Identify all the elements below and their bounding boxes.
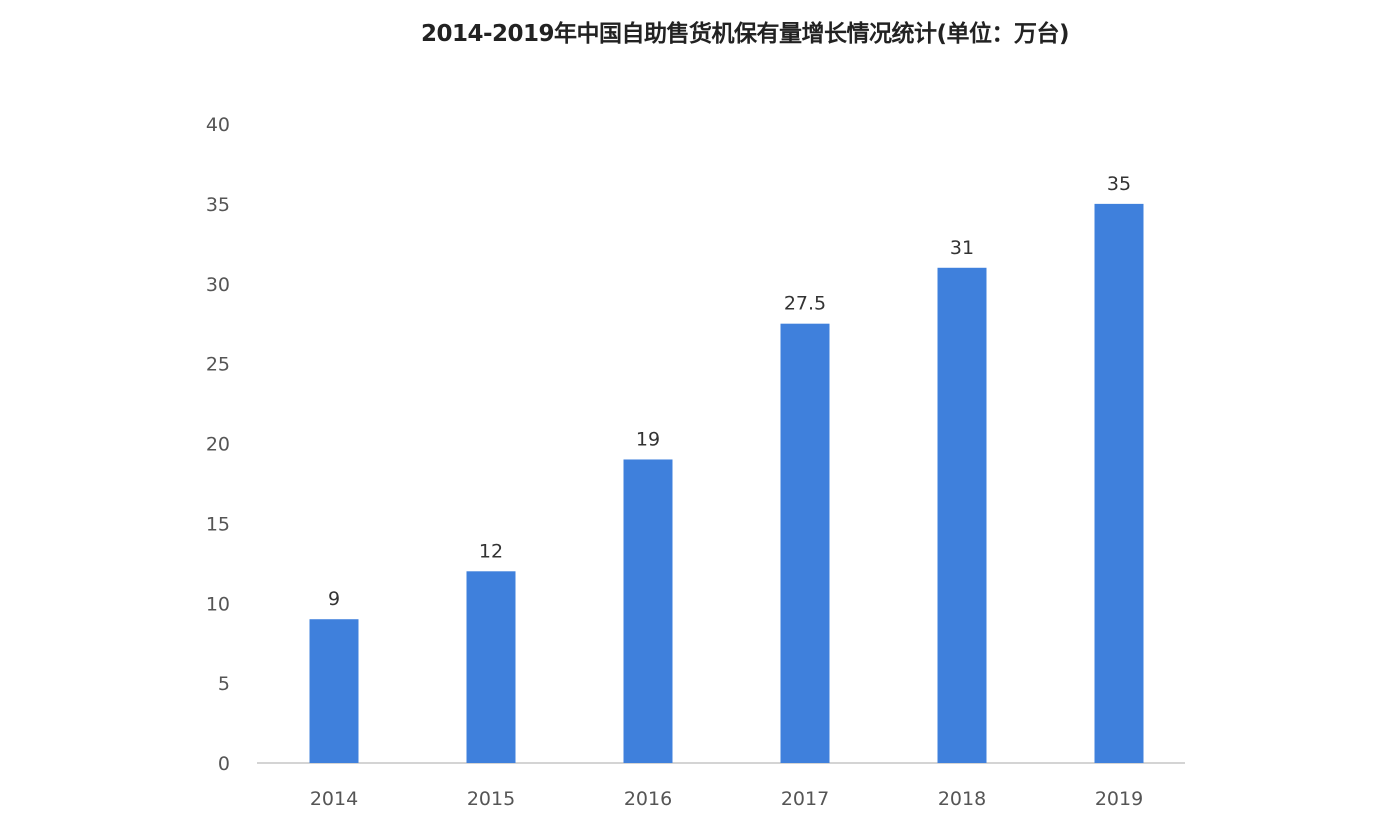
bar-2014 <box>309 619 359 763</box>
y-tick-label: 40 <box>206 114 230 136</box>
y-tick-label: 25 <box>206 354 230 376</box>
bar-2019 <box>1094 203 1144 763</box>
x-tick-label: 2016 <box>624 788 672 810</box>
x-tick-label: 2015 <box>467 788 515 810</box>
data-label: 9 <box>328 588 340 610</box>
bar-2018 <box>937 267 987 763</box>
y-tick-label: 20 <box>206 434 230 456</box>
y-tick-label: 0 <box>218 753 230 775</box>
y-tick-label: 35 <box>206 194 230 216</box>
y-tick-label: 10 <box>206 593 230 615</box>
x-tick-label: 2014 <box>310 788 358 810</box>
data-label: 35 <box>1107 173 1131 195</box>
bar-2015 <box>466 571 516 763</box>
data-label: 19 <box>636 428 660 450</box>
data-label: 27.5 <box>784 293 826 315</box>
y-tick-label: 15 <box>206 513 230 535</box>
x-tick-label: 2017 <box>781 788 829 810</box>
data-label: 12 <box>479 540 503 562</box>
chart-title: 2014-2019年中国自助售货机保有量增长情况统计(单位：万台) <box>420 21 1070 47</box>
x-tick-label: 2019 <box>1095 788 1143 810</box>
x-tick-label: 2018 <box>938 788 986 810</box>
y-tick-label: 30 <box>206 274 230 296</box>
bar-2017 <box>780 323 830 763</box>
data-label: 31 <box>950 237 974 259</box>
bar-2016 <box>623 459 673 763</box>
y-tick-label: 5 <box>218 673 230 695</box>
